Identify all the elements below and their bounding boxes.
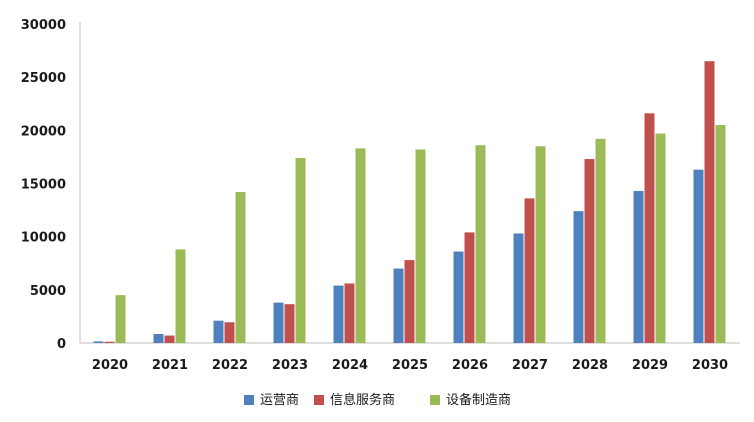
x-tick-label: 2025 bbox=[392, 358, 428, 373]
bar-2027-series-1 bbox=[524, 198, 535, 343]
bar-2025-series-0 bbox=[393, 268, 404, 343]
bar-2030-series-1 bbox=[704, 61, 715, 343]
bar-2020-series-0 bbox=[93, 341, 104, 343]
x-tick-label: 2029 bbox=[632, 358, 668, 373]
y-tick-label: 20000 bbox=[21, 124, 66, 139]
bar-2025-series-1 bbox=[404, 260, 415, 343]
x-tick-label: 2027 bbox=[512, 358, 548, 373]
bar-2027-series-2 bbox=[535, 146, 546, 343]
bar-2023-series-2 bbox=[295, 157, 306, 343]
bar-2021-series-1 bbox=[164, 335, 175, 343]
y-tick-label: 30000 bbox=[21, 18, 66, 33]
y-tick-label: 5000 bbox=[30, 284, 66, 299]
x-tick-labels: 2020 2021 2022 2023 2024 2025 2026 2027 2028 2029… bbox=[92, 358, 728, 373]
x-tick-label: 2026 bbox=[452, 358, 488, 373]
bar-2026-series-0 bbox=[453, 251, 464, 343]
bar-2028-series-2 bbox=[595, 138, 606, 343]
legend-label-2: 设备制造商 bbox=[446, 392, 511, 408]
bar-2020-series-2 bbox=[115, 295, 126, 343]
legend: 运营商 信息服务商 设备制造商 bbox=[244, 392, 511, 408]
bar-2023-series-1 bbox=[284, 304, 295, 343]
x-tick-label: 2023 bbox=[272, 358, 308, 373]
legend-swatch-1 bbox=[314, 395, 324, 405]
bar-2022-series-1 bbox=[224, 322, 235, 343]
y-tick-label: 15000 bbox=[21, 178, 66, 193]
bar-2030-series-0 bbox=[693, 169, 704, 343]
bar-2024-series-0 bbox=[333, 285, 344, 343]
bar-2029-series-0 bbox=[633, 190, 644, 343]
bar-2029-series-2 bbox=[655, 133, 666, 343]
bar-2022-series-2 bbox=[235, 192, 246, 343]
legend-swatch-0 bbox=[244, 395, 254, 405]
legend-label-1: 信息服务商 bbox=[330, 392, 395, 408]
bar-2020-series-1 bbox=[104, 341, 115, 343]
bar-2021-series-0 bbox=[153, 333, 164, 343]
legend-label-0: 运营商 bbox=[260, 393, 299, 408]
bar-2025-series-2 bbox=[415, 149, 426, 343]
x-tick-label: 2030 bbox=[692, 358, 728, 373]
bar-2024-series-2 bbox=[355, 148, 366, 343]
y-tick-label: 10000 bbox=[21, 231, 66, 246]
bar-2028-series-0 bbox=[573, 211, 584, 343]
bar-2021-series-2 bbox=[175, 249, 186, 343]
y-tick-label: 25000 bbox=[21, 71, 66, 86]
bar-2024-series-1 bbox=[344, 283, 355, 343]
bar-2026-series-1 bbox=[464, 232, 475, 343]
bar-2028-series-1 bbox=[584, 159, 595, 343]
x-tick-label: 2024 bbox=[332, 358, 368, 373]
x-tick-label: 2020 bbox=[92, 358, 128, 373]
y-tick-label: 0 bbox=[57, 337, 66, 352]
bar-2027-series-0 bbox=[513, 233, 524, 343]
bar-2030-series-2 bbox=[715, 125, 726, 344]
y-tick-labels: 0 5000 10000 15000 20000 25000 30000 bbox=[21, 18, 66, 352]
x-tick-label: 2022 bbox=[212, 358, 248, 373]
bar-2029-series-1 bbox=[644, 113, 655, 343]
bar-2023-series-0 bbox=[273, 302, 284, 343]
x-tick-label: 2021 bbox=[152, 358, 188, 373]
bar-2022-series-0 bbox=[213, 320, 224, 343]
x-tick-label: 2028 bbox=[572, 358, 608, 373]
bars bbox=[93, 61, 726, 344]
legend-swatch-2 bbox=[430, 395, 440, 405]
bar-2026-series-2 bbox=[475, 145, 486, 343]
